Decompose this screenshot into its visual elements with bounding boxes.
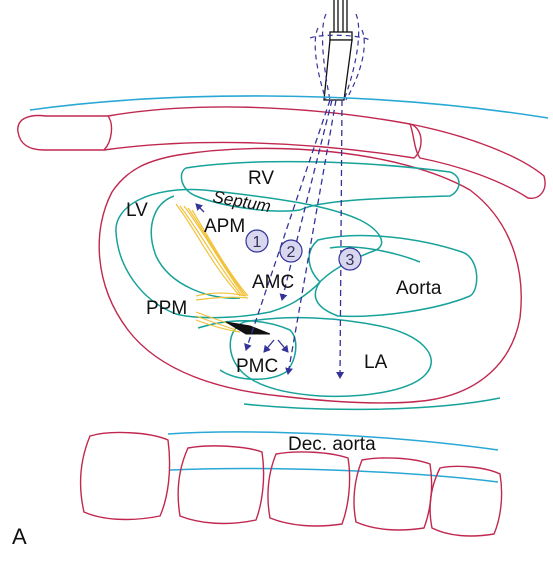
beam-number-3: 3 [338, 247, 362, 271]
label-pmc: PMC [236, 356, 278, 377]
ribs [17, 106, 546, 199]
beam-1b-line [279, 99, 333, 301]
beams [244, 99, 345, 379]
heart-walls [115, 160, 501, 411]
label-apm: APM [204, 216, 245, 237]
descending-aorta [167, 431, 499, 483]
lv-outline [115, 188, 383, 319]
panel-letter: A [12, 524, 27, 549]
label-lv: LV [126, 200, 148, 221]
la-outline [229, 316, 432, 398]
aorta-outline [308, 234, 478, 318]
beam-3-line [336, 99, 345, 379]
label-amc: AMC [252, 272, 294, 293]
svg-text:2: 2 [287, 244, 296, 261]
label-dec-aorta: Dec. aorta [288, 434, 376, 455]
svg-text:1: 1 [253, 234, 262, 251]
beam-number-2: 2 [279, 239, 303, 263]
label-la: LA [364, 352, 388, 373]
mitral-leaflet [225, 321, 271, 335]
label-ppm: PPM [146, 298, 187, 319]
label-septum: Septum [211, 187, 272, 216]
label-rv: RV [248, 168, 274, 189]
svg-text:3: 3 [346, 252, 355, 269]
beam-2-line [285, 99, 337, 375]
probe-beam-fan [309, 13, 371, 101]
skin-line [29, 95, 549, 119]
beam-1-line [244, 99, 331, 351]
transducer-probe [323, 0, 353, 101]
pericardium-outline [98, 147, 522, 404]
apm-chordae [175, 203, 249, 297]
vertebrae [79, 431, 503, 537]
rv-outline [180, 160, 460, 212]
small-arrows [195, 203, 289, 353]
beam-number-1: 1 [245, 229, 269, 253]
label-aorta: Aorta [396, 278, 442, 299]
